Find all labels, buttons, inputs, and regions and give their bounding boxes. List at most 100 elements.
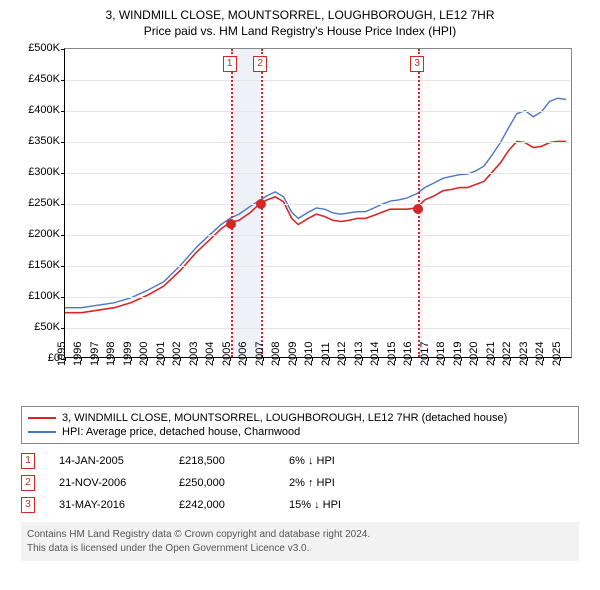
- x-axis-label: 2008: [270, 342, 282, 366]
- tick-y: [61, 235, 65, 236]
- x-axis-label: 2022: [501, 342, 513, 366]
- x-axis-label: 2010: [303, 342, 315, 366]
- y-axis-label: £400K: [28, 104, 60, 116]
- x-axis-label: 1997: [89, 342, 101, 366]
- y-axis-label: £100K: [28, 290, 60, 302]
- x-axis-label: 1995: [56, 342, 68, 366]
- legend-row: HPI: Average price, detached house, Char…: [28, 425, 572, 439]
- sale-index-box: 3: [21, 497, 35, 513]
- sale-index-box: 2: [21, 475, 35, 491]
- sale-price: £242,000: [179, 499, 289, 511]
- sales-table: 1 14-JAN-2005£218,5006% ↓ HPI 2 21-NOV-2006…: [21, 450, 579, 516]
- y-axis-label: £50K: [34, 321, 60, 333]
- sale-row: 3 31-MAY-2016£242,00015% ↓ HPI: [21, 494, 579, 516]
- x-axis-label: 2017: [419, 342, 431, 366]
- x-axis-label: 2003: [188, 342, 200, 366]
- chart-lines-svg: [65, 49, 571, 357]
- sale-point-marker: [413, 204, 423, 214]
- sale-marker-box: 2: [253, 56, 267, 72]
- x-axis-label: 2025: [551, 342, 563, 366]
- series-subject: [65, 141, 566, 312]
- sale-date: 14-JAN-2005: [59, 455, 179, 467]
- x-axis-label: 2018: [435, 342, 447, 366]
- gridline-h: [65, 142, 571, 143]
- sale-delta-vs-hpi: 6% ↓ HPI: [289, 455, 409, 467]
- x-axis-label: 2009: [287, 342, 299, 366]
- y-axis-label: £450K: [28, 73, 60, 85]
- gridline-h: [65, 266, 571, 267]
- chart-title-address: 3, WINDMILL CLOSE, MOUNTSORREL, LOUGHBOR…: [8, 8, 592, 22]
- gridline-h: [65, 80, 571, 81]
- chart-container: £0£50K£100K£150K£200K£250K£300K£350K£400…: [20, 42, 580, 402]
- tick-y: [61, 111, 65, 112]
- sale-price: £218,500: [179, 455, 289, 467]
- tick-y: [61, 266, 65, 267]
- x-axis-label: 2020: [468, 342, 480, 366]
- y-axis-label: £350K: [28, 135, 60, 147]
- chart-title-subtitle: Price paid vs. HM Land Registry's House …: [8, 24, 592, 38]
- x-axis-label: 2021: [485, 342, 497, 366]
- sale-marker-box: 1: [223, 56, 237, 72]
- chart-legend: 3, WINDMILL CLOSE, MOUNTSORREL, LOUGHBOR…: [21, 406, 579, 444]
- attribution-footer: Contains HM Land Registry data © Crown c…: [21, 522, 579, 561]
- x-axis-label: 2015: [386, 342, 398, 366]
- x-axis-label: 2005: [221, 342, 233, 366]
- footer-line-1: Contains HM Land Registry data © Crown c…: [27, 528, 573, 542]
- tick-y: [61, 142, 65, 143]
- x-axis-label: 2011: [320, 342, 332, 366]
- sale-point-marker: [226, 219, 236, 229]
- gridline-h: [65, 204, 571, 205]
- chart-title-block: 3, WINDMILL CLOSE, MOUNTSORREL, LOUGHBOR…: [8, 8, 592, 38]
- sale-delta-vs-hpi: 2% ↑ HPI: [289, 477, 409, 489]
- legend-row: 3, WINDMILL CLOSE, MOUNTSORREL, LOUGHBOR…: [28, 411, 572, 425]
- sale-row: 1 14-JAN-2005£218,5006% ↓ HPI: [21, 450, 579, 472]
- gridline-h: [65, 173, 571, 174]
- x-axis-label: 2019: [452, 342, 464, 366]
- tick-y: [61, 49, 65, 50]
- sale-row: 2 21-NOV-2006£250,0002% ↑ HPI: [21, 472, 579, 494]
- gridline-h: [65, 297, 571, 298]
- legend-swatch: [28, 417, 56, 419]
- gridline-h: [65, 111, 571, 112]
- x-axis-label: 2014: [369, 342, 381, 366]
- chart-plot-area: [64, 48, 572, 358]
- x-axis-label: 2000: [138, 342, 150, 366]
- y-axis-label: £200K: [28, 228, 60, 240]
- x-axis-label: 1999: [122, 342, 134, 366]
- x-axis-label: 2001: [155, 342, 167, 366]
- x-axis-label: 1998: [105, 342, 117, 366]
- sale-date: 21-NOV-2006: [59, 477, 179, 489]
- y-axis-label: £300K: [28, 166, 60, 178]
- sale-date-line: [231, 49, 233, 357]
- x-axis-label: 2006: [237, 342, 249, 366]
- series-hpi: [65, 98, 566, 307]
- x-axis-label: 2016: [402, 342, 414, 366]
- sale-index-box: 1: [21, 453, 35, 469]
- y-axis-label: £150K: [28, 259, 60, 271]
- x-axis-label: 2023: [518, 342, 530, 366]
- gridline-h: [65, 328, 571, 329]
- legend-label: 3, WINDMILL CLOSE, MOUNTSORREL, LOUGHBOR…: [62, 412, 507, 424]
- x-axis-label: 2002: [171, 342, 183, 366]
- legend-label: HPI: Average price, detached house, Char…: [62, 426, 300, 438]
- x-axis-label: 2004: [204, 342, 216, 366]
- sale-price: £250,000: [179, 477, 289, 489]
- legend-swatch: [28, 431, 56, 433]
- tick-y: [61, 173, 65, 174]
- tick-y: [61, 80, 65, 81]
- y-axis-label: £250K: [28, 197, 60, 209]
- tick-y: [61, 297, 65, 298]
- sale-marker-box: 3: [410, 56, 424, 72]
- sale-point-marker: [256, 199, 266, 209]
- footer-line-2: This data is licensed under the Open Gov…: [27, 542, 573, 556]
- x-axis-label: 2007: [254, 342, 266, 366]
- x-axis-label: 2024: [534, 342, 546, 366]
- sale-delta-vs-hpi: 15% ↓ HPI: [289, 499, 409, 511]
- x-axis-label: 2012: [336, 342, 348, 366]
- tick-y: [61, 204, 65, 205]
- sale-date: 31-MAY-2016: [59, 499, 179, 511]
- gridline-h: [65, 235, 571, 236]
- x-axis-label: 2013: [353, 342, 365, 366]
- tick-y: [61, 328, 65, 329]
- x-axis-label: 1996: [72, 342, 84, 366]
